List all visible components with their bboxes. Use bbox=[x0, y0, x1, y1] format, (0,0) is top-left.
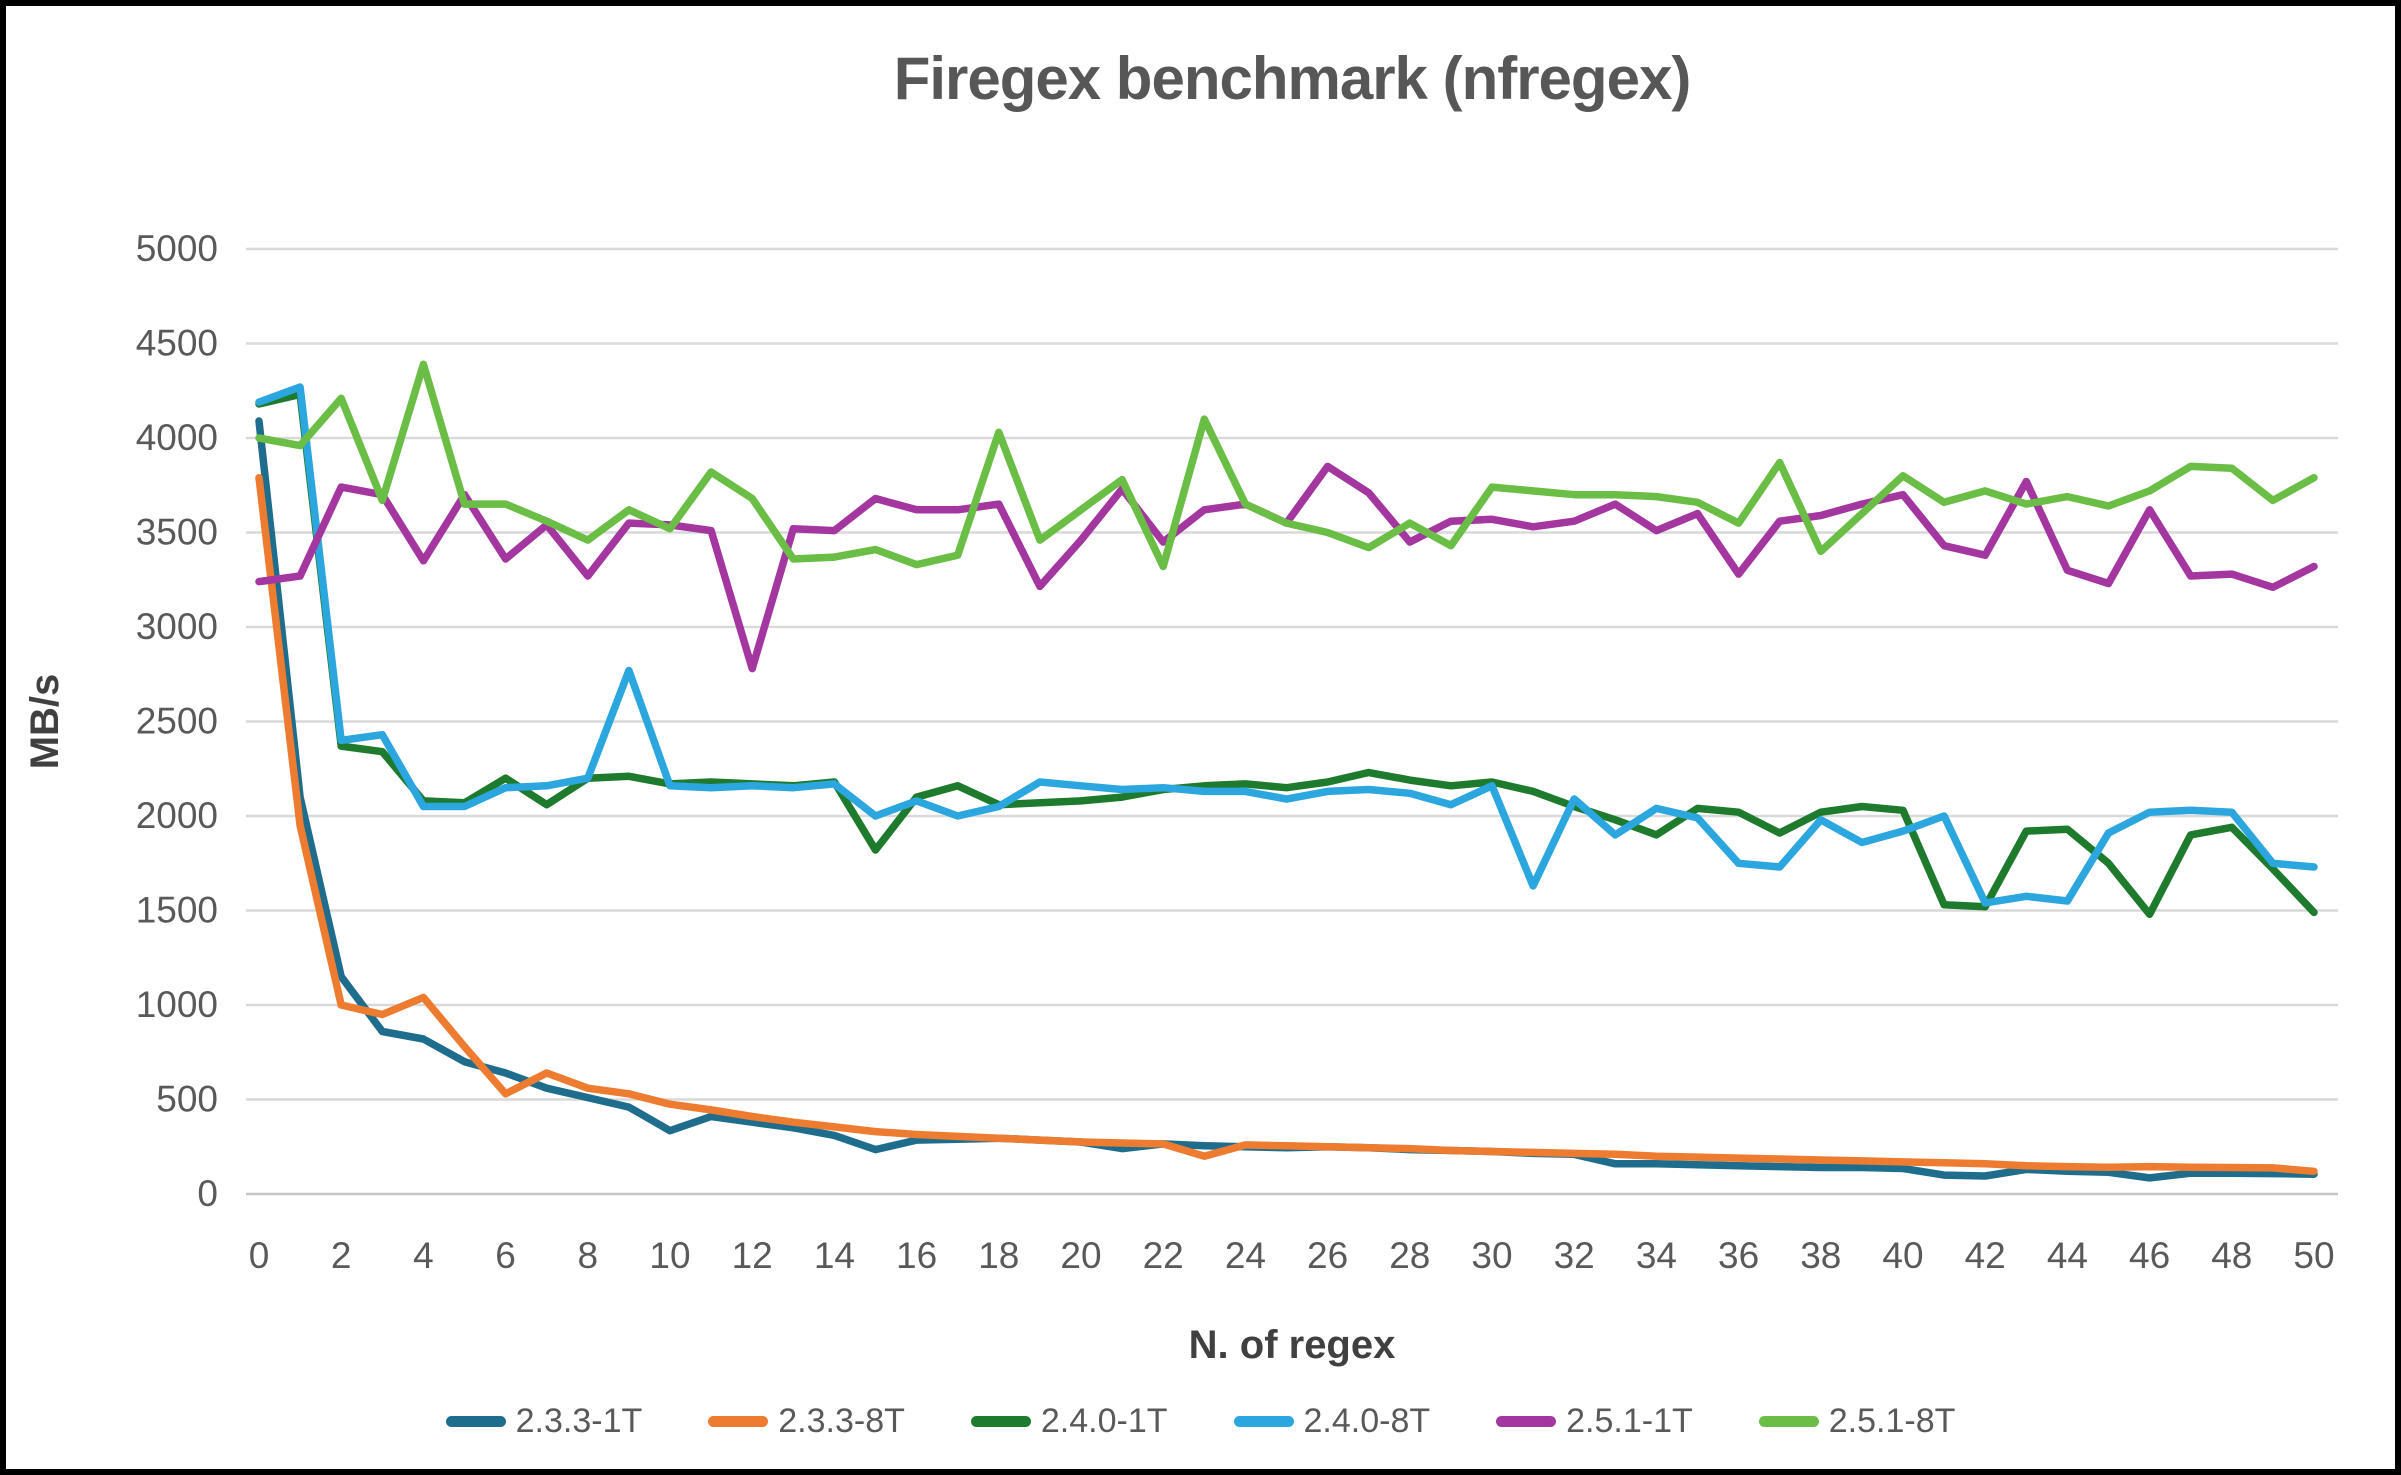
legend-item-2.4.0-8T: 2.4.0-8T bbox=[1233, 1402, 1431, 1441]
legend-swatch-2.4.0-1T bbox=[970, 1416, 1031, 1427]
x-tick-label: 36 bbox=[1718, 1235, 1759, 1276]
x-tick-label: 8 bbox=[578, 1235, 599, 1276]
x-axis-title: N. of regex bbox=[1189, 1323, 1396, 1367]
y-tick-label: 3500 bbox=[136, 512, 218, 553]
x-tick-label: 6 bbox=[495, 1235, 516, 1276]
x-tick-label: 28 bbox=[1389, 1235, 1430, 1276]
x-tick-label: 14 bbox=[814, 1235, 855, 1276]
x-tick-label: 12 bbox=[732, 1235, 773, 1276]
legend-label: 2.3.3-8T bbox=[778, 1402, 905, 1440]
series-line-2.5.1-8T bbox=[255, 360, 2318, 571]
x-tick-label: 46 bbox=[2129, 1235, 2170, 1276]
x-tick-label: 48 bbox=[2211, 1235, 2252, 1276]
x-tick-label: 42 bbox=[1965, 1235, 2006, 1276]
legend-swatch-2.4.0-8T bbox=[1233, 1416, 1294, 1427]
y-tick-label: 2500 bbox=[136, 701, 218, 742]
legend-item-2.3.3-8T: 2.3.3-8T bbox=[708, 1402, 905, 1441]
legend-swatch-2.5.1-1T bbox=[1496, 1416, 1557, 1427]
x-tick-label: 26 bbox=[1307, 1235, 1348, 1276]
y-tick-label: 1500 bbox=[136, 890, 218, 931]
x-tick-label: 16 bbox=[896, 1235, 937, 1276]
legend-item-2.3.3-1T: 2.3.3-1T bbox=[445, 1402, 643, 1441]
legend-label: 2.5.1-8T bbox=[1828, 1402, 1956, 1440]
y-tick-label: 500 bbox=[156, 1079, 218, 1120]
series-line-2.4.0-8T bbox=[255, 383, 2318, 907]
x-tick-label: 22 bbox=[1143, 1235, 1184, 1276]
x-tick-label: 4 bbox=[413, 1235, 434, 1276]
legend-item-2.5.1-1T: 2.5.1-1T bbox=[1496, 1402, 1693, 1441]
legend-label: 2.5.1-1T bbox=[1566, 1402, 1693, 1440]
x-tick-label: 10 bbox=[649, 1235, 690, 1276]
x-tick-label: 32 bbox=[1554, 1235, 1595, 1276]
legend-label: 2.3.3-1T bbox=[515, 1402, 643, 1440]
x-tick-label: 2 bbox=[331, 1235, 352, 1276]
legend-label: 2.4.0-1T bbox=[1040, 1402, 1168, 1440]
x-tick-label: 20 bbox=[1060, 1235, 1101, 1276]
legend-item-2.5.1-8T: 2.5.1-8T bbox=[1758, 1402, 1956, 1441]
legend-label: 2.4.0-8T bbox=[1303, 1402, 1431, 1440]
chart-title: Firegex benchmark (nfregex) bbox=[893, 45, 1692, 112]
line-chart: 0500100015002000250030003500400045005000… bbox=[23, 228, 2338, 1367]
legend-swatch-2.5.1-8T bbox=[1758, 1416, 1819, 1427]
y-tick-label: 0 bbox=[197, 1173, 218, 1214]
series-line-2.3.3-8T bbox=[255, 473, 2318, 1176]
legend-swatch-2.3.3-1T bbox=[445, 1416, 506, 1427]
x-tick-label: 24 bbox=[1225, 1235, 1266, 1276]
x-tick-label: 0 bbox=[249, 1235, 270, 1276]
x-tick-label: 18 bbox=[978, 1235, 1019, 1276]
chart-legend: 2.3.3-1T 2.3.3-8T 2.4.0-1T 2.4.0-8T 2.5.1-1T… bbox=[6, 1402, 2395, 1441]
y-tick-label: 5000 bbox=[136, 228, 218, 269]
x-tick-label: 30 bbox=[1471, 1235, 1512, 1276]
y-tick-label: 1000 bbox=[136, 984, 218, 1025]
legend-swatch-2.3.3-8T bbox=[708, 1416, 769, 1427]
x-tick-label: 50 bbox=[2293, 1235, 2334, 1276]
y-tick-label: 4500 bbox=[136, 323, 218, 364]
y-tick-label: 3000 bbox=[136, 606, 218, 647]
x-tick-label: 40 bbox=[1882, 1235, 1923, 1276]
y-tick-label: 2000 bbox=[136, 795, 218, 836]
x-tick-label: 38 bbox=[1800, 1235, 1841, 1276]
x-tick-label: 44 bbox=[2047, 1235, 2088, 1276]
x-tick-label: 34 bbox=[1636, 1235, 1677, 1276]
y-tick-label: 4000 bbox=[136, 417, 218, 458]
legend-item-2.4.0-1T: 2.4.0-1T bbox=[970, 1402, 1168, 1441]
y-axis-title: MB/s bbox=[23, 674, 67, 770]
series-line-2.4.0-1T bbox=[255, 390, 2318, 919]
